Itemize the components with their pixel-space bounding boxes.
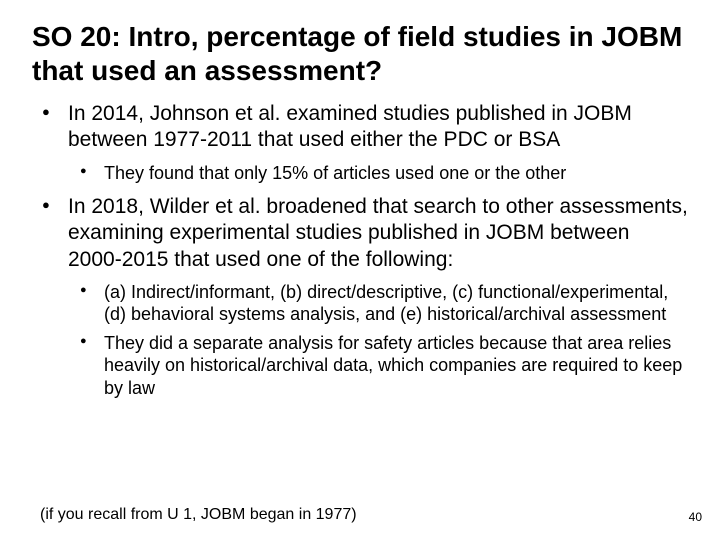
list-item: (a) Indirect/informant, (b) direct/descr… — [78, 281, 688, 326]
list-item: In 2014, Johnson et al. examined studies… — [40, 101, 688, 184]
slide-title: SO 20: Intro, percentage of field studie… — [32, 20, 688, 87]
bullet-text: In 2014, Johnson et al. examined studies… — [68, 102, 632, 151]
list-item: They did a separate analysis for safety … — [78, 332, 688, 400]
bullet-text: They found that only 15% of articles use… — [104, 163, 566, 183]
bullet-list-level2: (a) Indirect/informant, (b) direct/descr… — [68, 281, 688, 400]
page-number: 40 — [689, 510, 702, 524]
bullet-list-level2: They found that only 15% of articles use… — [68, 162, 688, 185]
bullet-text: (a) Indirect/informant, (b) direct/descr… — [104, 282, 668, 325]
footnote-text: (if you recall from U 1, JOBM began in 1… — [40, 506, 357, 524]
bullet-text: They did a separate analysis for safety … — [104, 333, 682, 398]
bullet-list-level1: In 2014, Johnson et al. examined studies… — [32, 101, 688, 399]
list-item: In 2018, Wilder et al. broadened that se… — [40, 194, 688, 399]
slide: SO 20: Intro, percentage of field studie… — [0, 0, 720, 540]
bullet-text: In 2018, Wilder et al. broadened that se… — [68, 195, 688, 271]
list-item: They found that only 15% of articles use… — [78, 162, 688, 185]
